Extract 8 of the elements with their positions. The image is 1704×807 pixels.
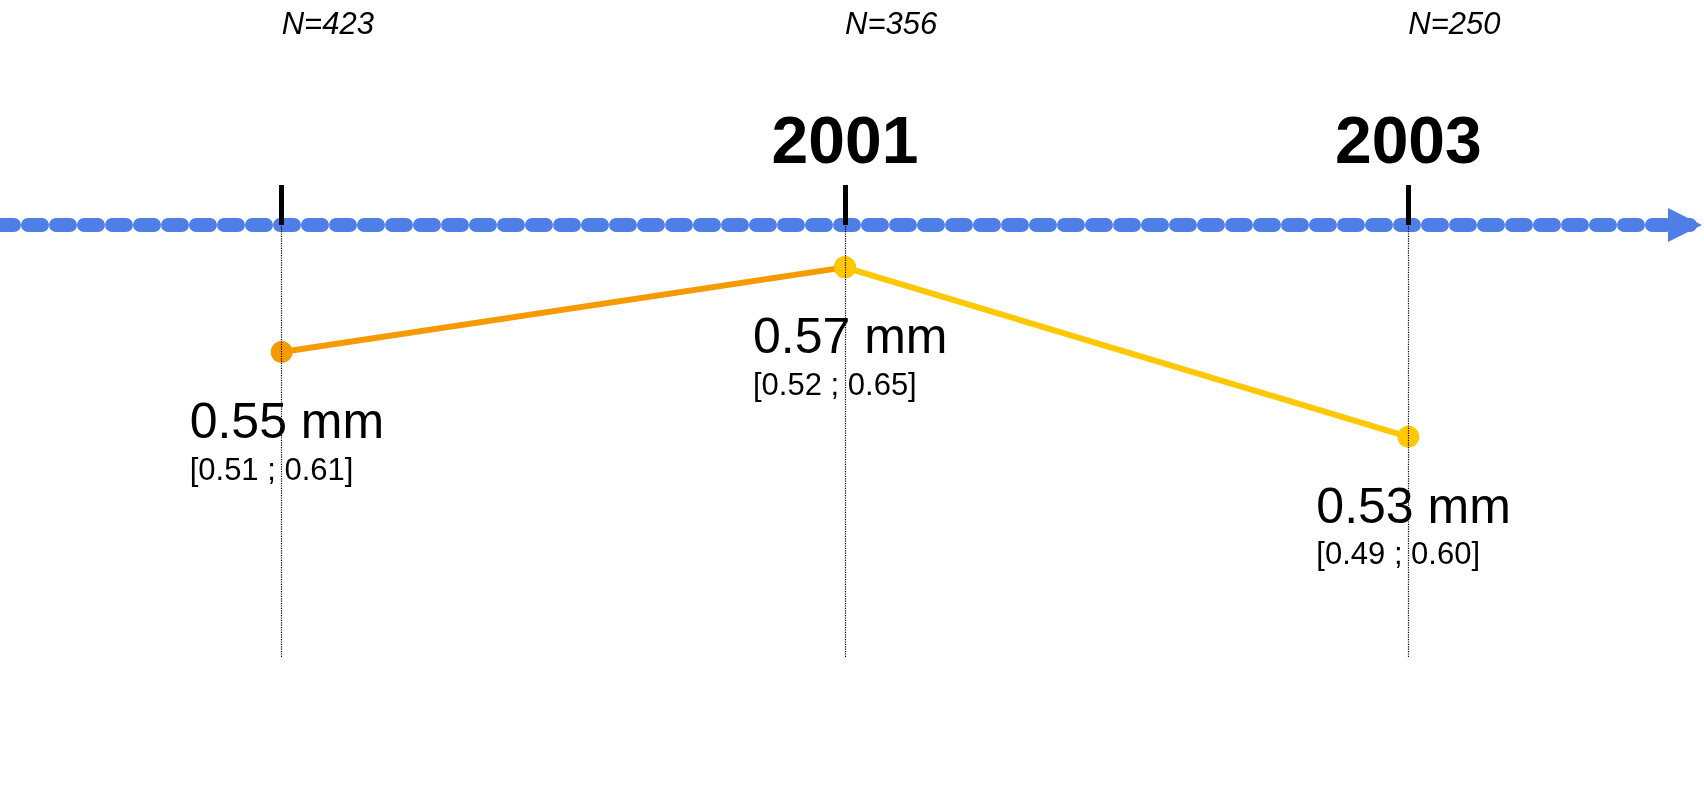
text: N=250 [1408,6,1501,41]
text: N=423 [281,6,374,41]
text: N=356 [845,6,938,41]
x-tick-label: 2001 [771,103,919,177]
x-tick-label: 2003 [1334,103,1482,177]
data-label: 0.53 mm [0.49 ; 0.60] [1316,477,1511,572]
data-label: 0.55 mm [0.51 ; 0.61] [189,393,385,487]
data-label: 0.57 mm [0.52 ; 0.65] [753,308,948,402]
